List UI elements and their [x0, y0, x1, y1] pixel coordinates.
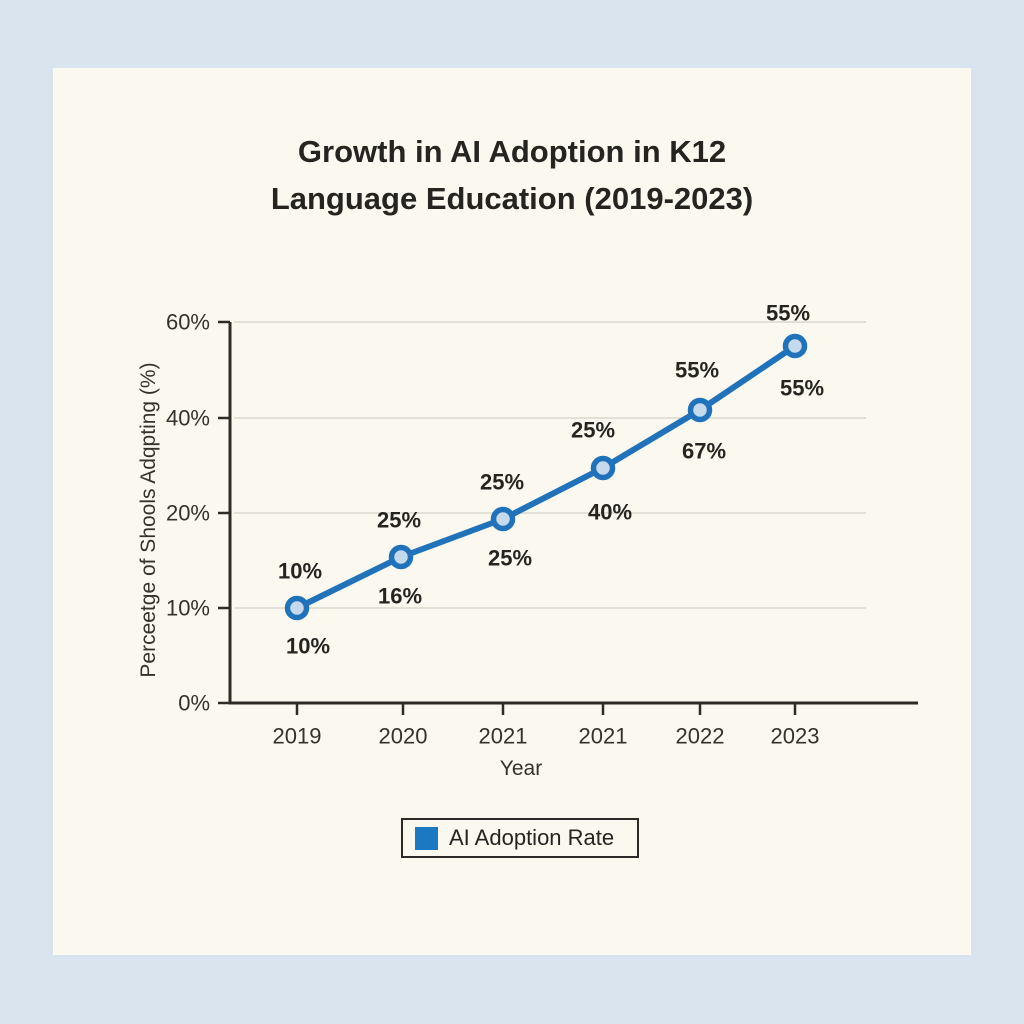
x-tick-label: 2019	[273, 724, 322, 749]
x-tick-label: 2022	[676, 724, 725, 749]
y-tick-label: 20%	[166, 501, 210, 526]
data-label-above: 25%	[377, 508, 421, 533]
x-tick-label: 2021	[479, 724, 528, 749]
data-label-above: 10%	[278, 559, 322, 584]
chart-title: Growth in AI Adoption in K12 Language Ed…	[53, 128, 971, 222]
data-label-below: 25%	[488, 546, 532, 571]
data-label-above: 55%	[766, 301, 810, 326]
data-point-marker	[490, 506, 516, 532]
legend-swatch-icon	[415, 826, 438, 850]
y-tick-label: 10%	[166, 596, 210, 621]
chart-card: 60% 40% 20% 10% 0% 2019 2020 2021 2021 2022 2023 10…	[53, 68, 971, 955]
data-label-above: 25%	[571, 418, 615, 443]
line-chart: 60% 40% 20% 10% 0% 2019 2020 2021 2021 2022 2023 10…	[166, 301, 918, 749]
x-tick-label: 2023	[771, 724, 820, 749]
chart-title-line1: Growth in AI Adoption in K12	[297, 134, 727, 169]
data-label-below: 16%	[378, 584, 422, 609]
data-point-marker	[388, 544, 414, 570]
data-label-below: 40%	[588, 500, 632, 525]
data-label-below: 10%	[286, 634, 330, 659]
legend: AI Adoption Rate	[401, 818, 639, 858]
trend-line	[294, 343, 798, 611]
x-axis-title: Year	[499, 757, 543, 780]
y-tick-label: 0%	[178, 691, 210, 716]
data-point-marker	[284, 595, 310, 621]
x-tick-label: 2021	[579, 724, 628, 749]
data-label-above: 25%	[480, 470, 524, 495]
legend-label: AI Adoption Rate	[449, 825, 615, 850]
data-point-marker	[687, 397, 713, 423]
data-label-below: 55%	[780, 376, 824, 401]
data-point-marker	[590, 455, 616, 481]
y-tick-label: 40%	[166, 406, 210, 431]
chart-title-line2: Language Education (2019-2023)	[270, 181, 754, 216]
y-axis-title: Perceetge of Shools Adqpting (%)	[137, 362, 160, 678]
data-label-below: 67%	[682, 439, 726, 464]
data-point-marker	[782, 333, 808, 359]
y-tick-label: 60%	[166, 310, 210, 335]
x-tick-label: 2020	[379, 724, 428, 749]
data-label-above: 55%	[675, 358, 719, 383]
